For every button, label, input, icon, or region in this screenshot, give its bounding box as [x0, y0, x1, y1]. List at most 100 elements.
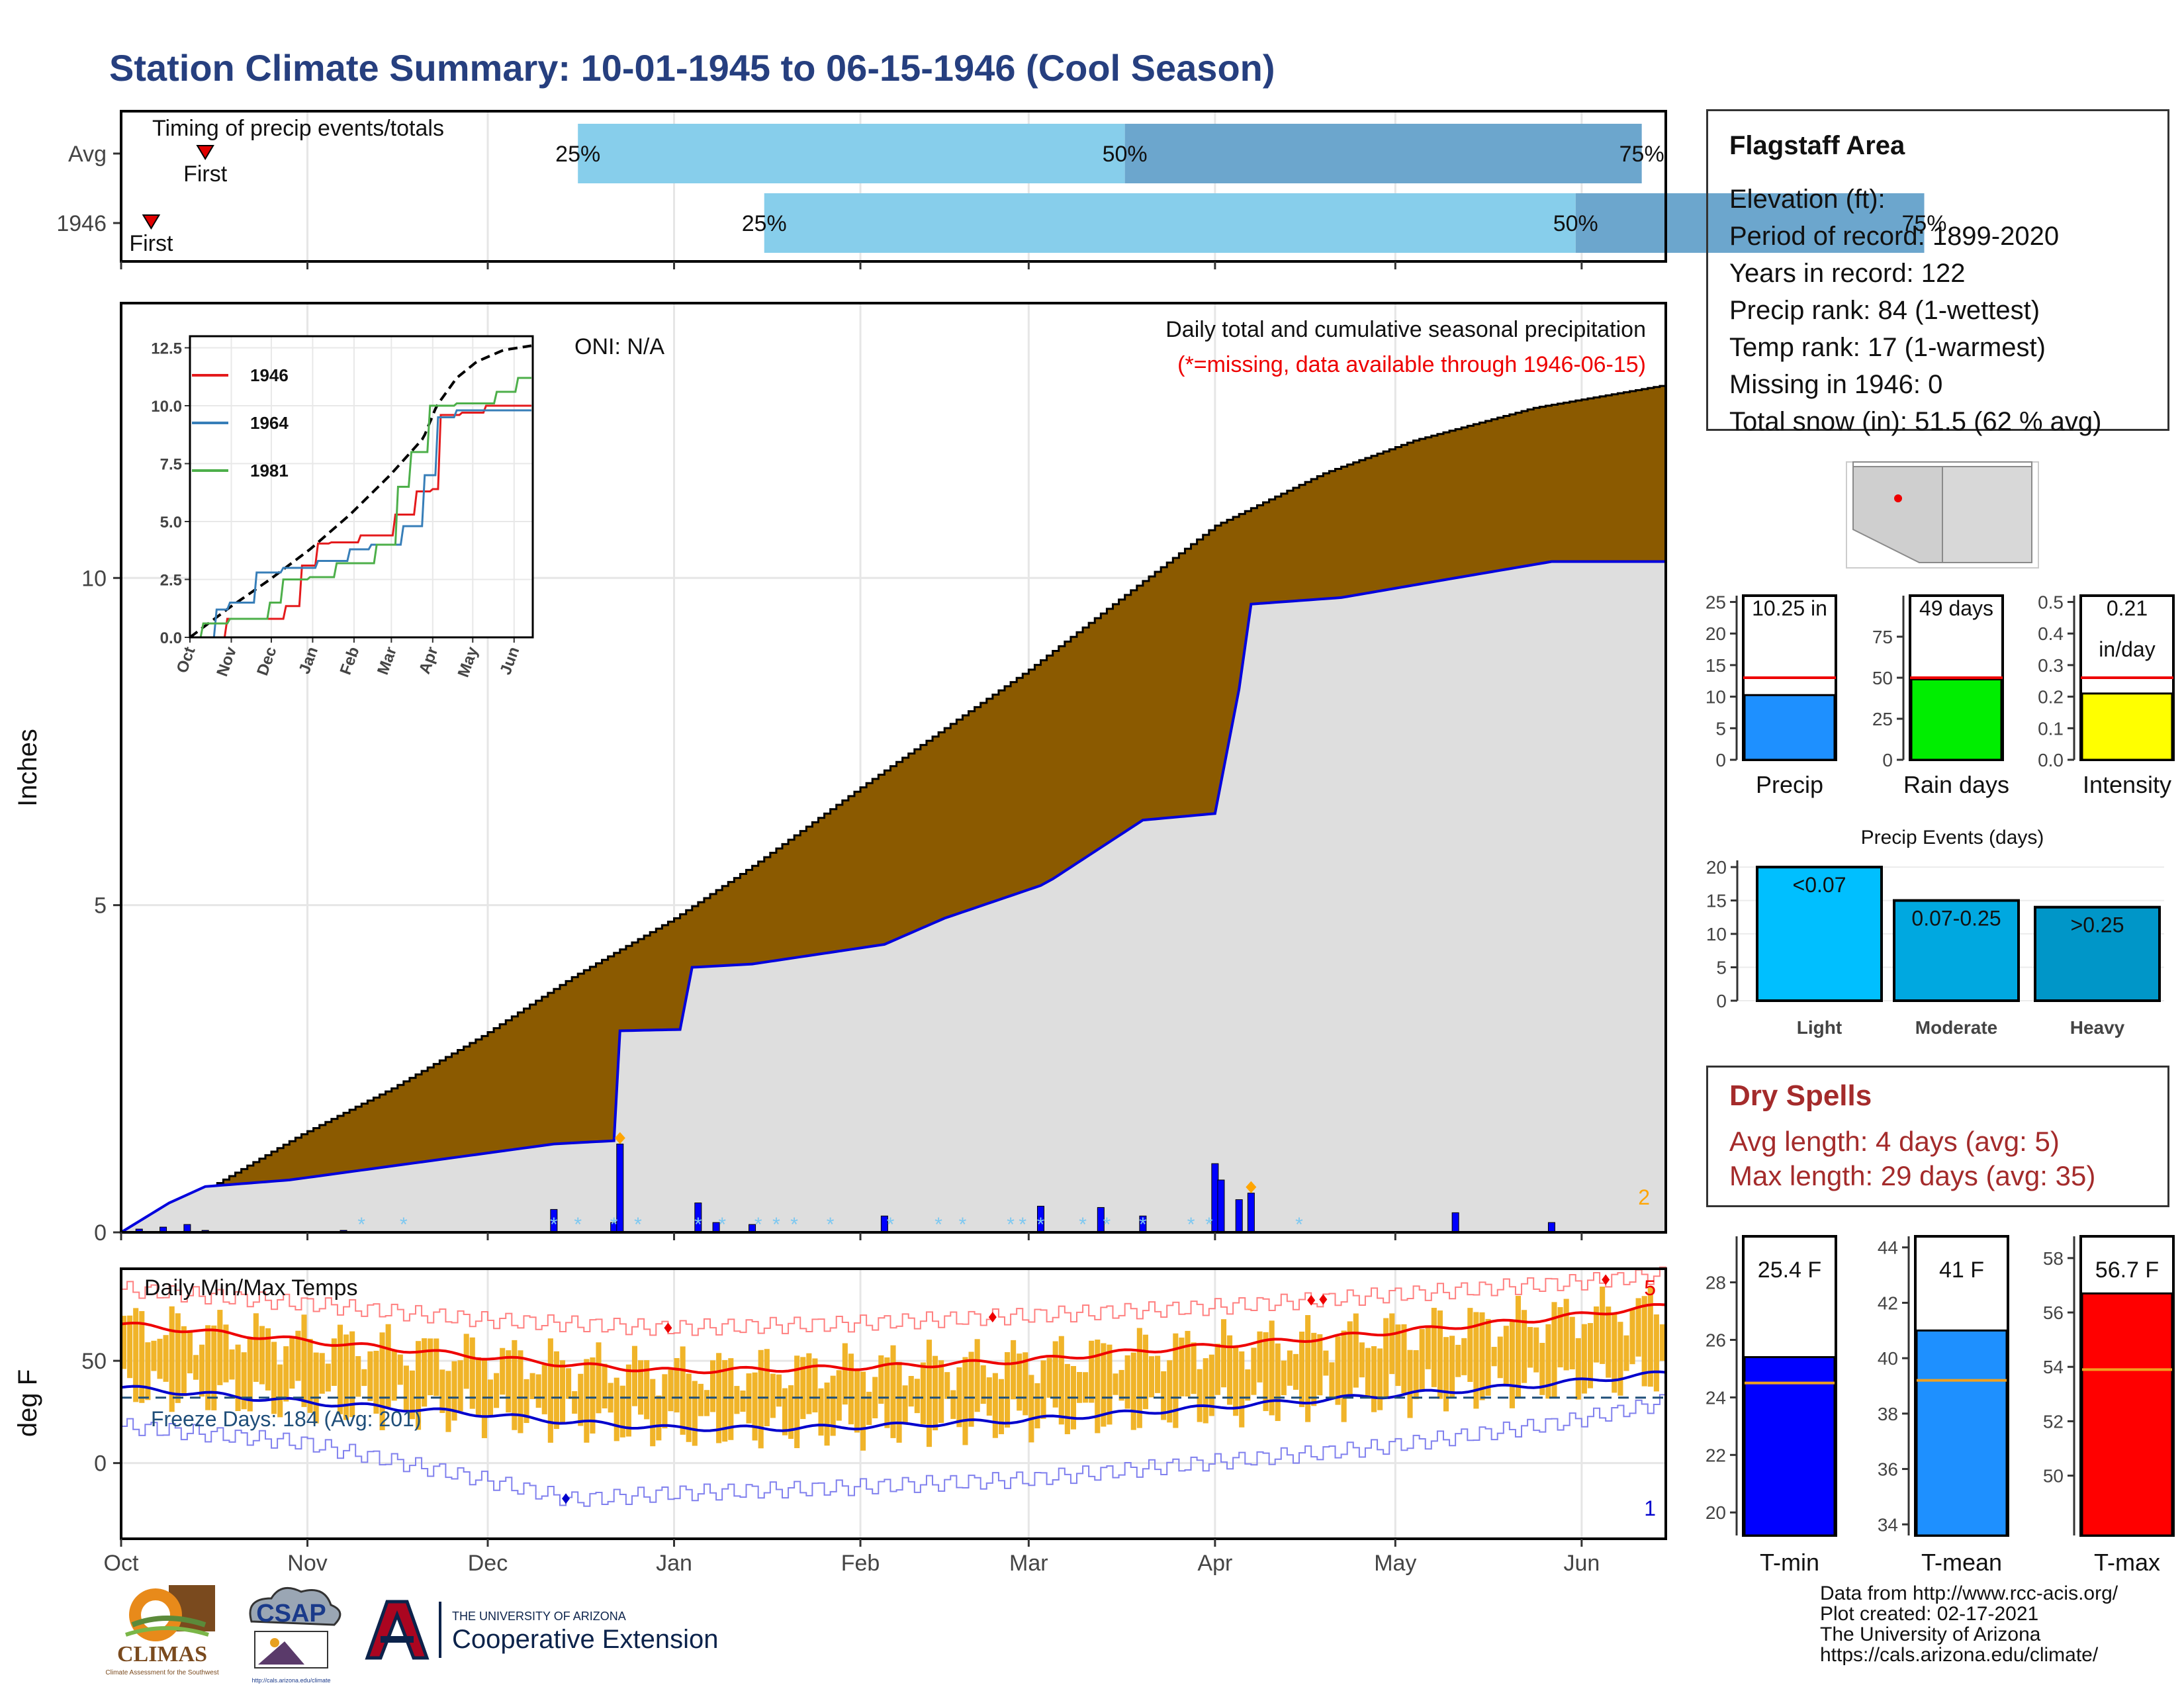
daily-temp-bar — [1377, 1348, 1383, 1410]
daily-temp-bar — [926, 1340, 933, 1447]
daily-temp-bar — [1533, 1327, 1539, 1373]
summary-value-label: 49 days — [1919, 596, 1993, 620]
daily-temp-bar — [631, 1346, 638, 1406]
daily-temp-bar — [1629, 1308, 1635, 1365]
daily-temp-bar — [1503, 1326, 1509, 1385]
daily-temp-bar — [1515, 1295, 1522, 1398]
daily-temp-bar — [1017, 1353, 1023, 1411]
daily-temp-bar — [1341, 1330, 1347, 1422]
climas-logo: CLIMAS Climate Assessment for the Southw… — [105, 1578, 222, 1684]
daily-temp-bar — [782, 1388, 788, 1436]
temp-summary-t-mean: 34 36 38 40 42 44 41 F T-mean — [1878, 1235, 2009, 1576]
daily-temp-bar — [1600, 1286, 1606, 1364]
precip-event-bar — [1893, 899, 2020, 1002]
inset-bg — [190, 336, 533, 637]
daily-temp-bar — [307, 1338, 313, 1413]
timing-q25-label: 25% — [742, 211, 787, 236]
summary-y-tick-label: 75 — [1872, 627, 1893, 647]
summary-y-tick-label: 0 — [1715, 750, 1726, 770]
daily-temp-bar — [1545, 1324, 1551, 1399]
x-tick-label: Jan — [656, 1551, 692, 1576]
daily-temp-bar — [1323, 1350, 1329, 1376]
daily-temp-bar — [289, 1338, 295, 1389]
daily-temp-bar — [860, 1371, 866, 1451]
daily-temp-bar — [830, 1375, 836, 1436]
record-count-label: 2 — [1638, 1185, 1650, 1209]
summary-y-tick-label: 25 — [1872, 709, 1893, 729]
precip-event-bar — [2034, 905, 2161, 1002]
daily-temp-bar — [277, 1364, 283, 1418]
daily-temp-bar — [1269, 1320, 1275, 1416]
temp-y-axis-label: deg F — [13, 1369, 42, 1437]
daily-temp-bar — [494, 1373, 500, 1408]
daily-temp-bar — [752, 1372, 758, 1441]
daily-temp-bar — [1058, 1336, 1064, 1425]
station-snow: Total snow (in): 51.5 (62 % avg) — [1729, 407, 2102, 436]
record-high-marker — [1307, 1295, 1316, 1306]
precip-event-bar — [1756, 866, 1883, 1002]
daily-temp-bar — [884, 1357, 890, 1428]
daily-temp-bar — [422, 1338, 428, 1407]
daily-temp-bar — [500, 1348, 506, 1395]
temp-summary-y-tick-label: 44 — [1878, 1238, 1898, 1258]
missing-day-marker: * — [1079, 1214, 1087, 1236]
daily-temp-bar — [433, 1338, 439, 1396]
daily-temp-bar — [1647, 1287, 1653, 1387]
credits: Data from http://www.rcc-acis.org/ Plot … — [1820, 1583, 2118, 1665]
daily-temp-bar — [1203, 1358, 1208, 1424]
daily-temp-bar — [1413, 1350, 1419, 1400]
daily-temp-bar — [397, 1354, 403, 1385]
temp-summary-y-tick-label: 24 — [1706, 1387, 1726, 1408]
daily-temp-bar — [1220, 1319, 1227, 1388]
missing-day-marker: * — [610, 1214, 618, 1236]
daily-temp-bar — [223, 1324, 229, 1383]
page-title: Station Climate Summary: 10-01-1945 to 0… — [109, 47, 1275, 89]
daily-temp-bar — [625, 1364, 631, 1437]
daily-temp-bar — [1522, 1310, 1527, 1383]
daily-temp-bar — [367, 1351, 373, 1401]
missing-day-marker: * — [574, 1214, 582, 1236]
daily-temp-bar — [518, 1350, 523, 1434]
daily-temp-bar — [199, 1344, 205, 1397]
daily-temp-bar — [950, 1390, 956, 1419]
inset-y-tick-label: 0.0 — [160, 629, 182, 647]
daily-temp-bar — [1040, 1360, 1046, 1419]
daily-temp-bar — [1239, 1351, 1245, 1428]
daily-temp-bar — [1197, 1369, 1203, 1422]
summary-y-tick-label: 0 — [1882, 750, 1893, 770]
temp-summary-label: T-mean — [1921, 1549, 2002, 1576]
daily-temp-bar — [1161, 1371, 1167, 1420]
observed-cumulative-line — [120, 560, 1666, 1234]
daily-temp-bar — [956, 1367, 962, 1428]
dry-spells-box: Dry Spells Avg length: 4 days (avg: 5) M… — [1706, 1066, 2169, 1207]
temp-summary-value-label: 41 F — [1939, 1257, 1984, 1283]
daily-temp-bar — [409, 1370, 416, 1420]
summary-y-tick-label: 0.1 — [2038, 718, 2064, 739]
temp-summary-t-max: 50 52 54 56 58 56.7 F T-max — [2043, 1235, 2175, 1576]
daily-temp-bar — [451, 1361, 457, 1421]
precip-event-bar-label: <0.07 — [1793, 873, 1846, 897]
daily-temp-bar — [662, 1374, 668, 1429]
missing-day-marker: * — [827, 1214, 835, 1236]
record-low-marker — [562, 1493, 570, 1504]
daily-temp-bar — [1617, 1322, 1623, 1396]
precip-panel-border — [120, 302, 1667, 1234]
summary-bar-fill — [1910, 678, 2003, 761]
daily-temp-bar — [716, 1353, 722, 1443]
daily-temp-bar — [1551, 1302, 1557, 1398]
daily-temp-bar — [740, 1391, 746, 1412]
daily-temp-bar — [1401, 1324, 1407, 1394]
svg-text:Cooperative Extension: Cooperative Extension — [452, 1625, 718, 1654]
missing-day-marker: * — [1019, 1214, 1026, 1236]
daily-temp-bar — [457, 1360, 463, 1412]
daily-temp-bar — [1023, 1352, 1028, 1416]
precip-events-y-tick-label: 0 — [1716, 991, 1727, 1011]
csap-logo: CSAP http://cals.arizona.edu/climate — [232, 1582, 351, 1688]
station-name: Flagstaff Area — [1729, 131, 1905, 160]
daily-temp-bar — [602, 1363, 608, 1409]
daily-temp-bar — [848, 1353, 854, 1425]
daily-temp-bar — [836, 1370, 842, 1421]
daily-temp-bar — [547, 1338, 553, 1443]
missing-day-marker: * — [1103, 1214, 1111, 1236]
